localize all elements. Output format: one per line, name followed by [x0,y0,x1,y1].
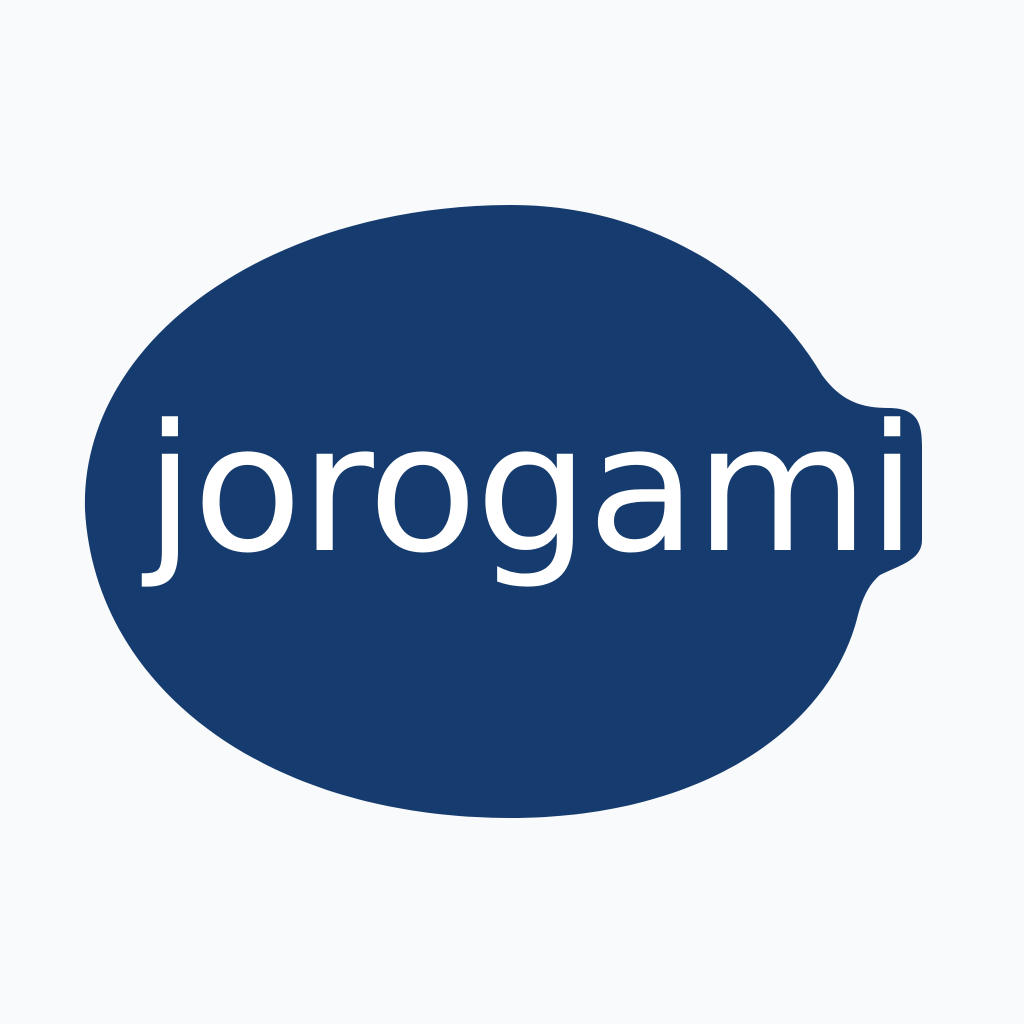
logo-wordmark: jorogami [141,387,915,592]
speech-bubble-shape [84,205,922,818]
